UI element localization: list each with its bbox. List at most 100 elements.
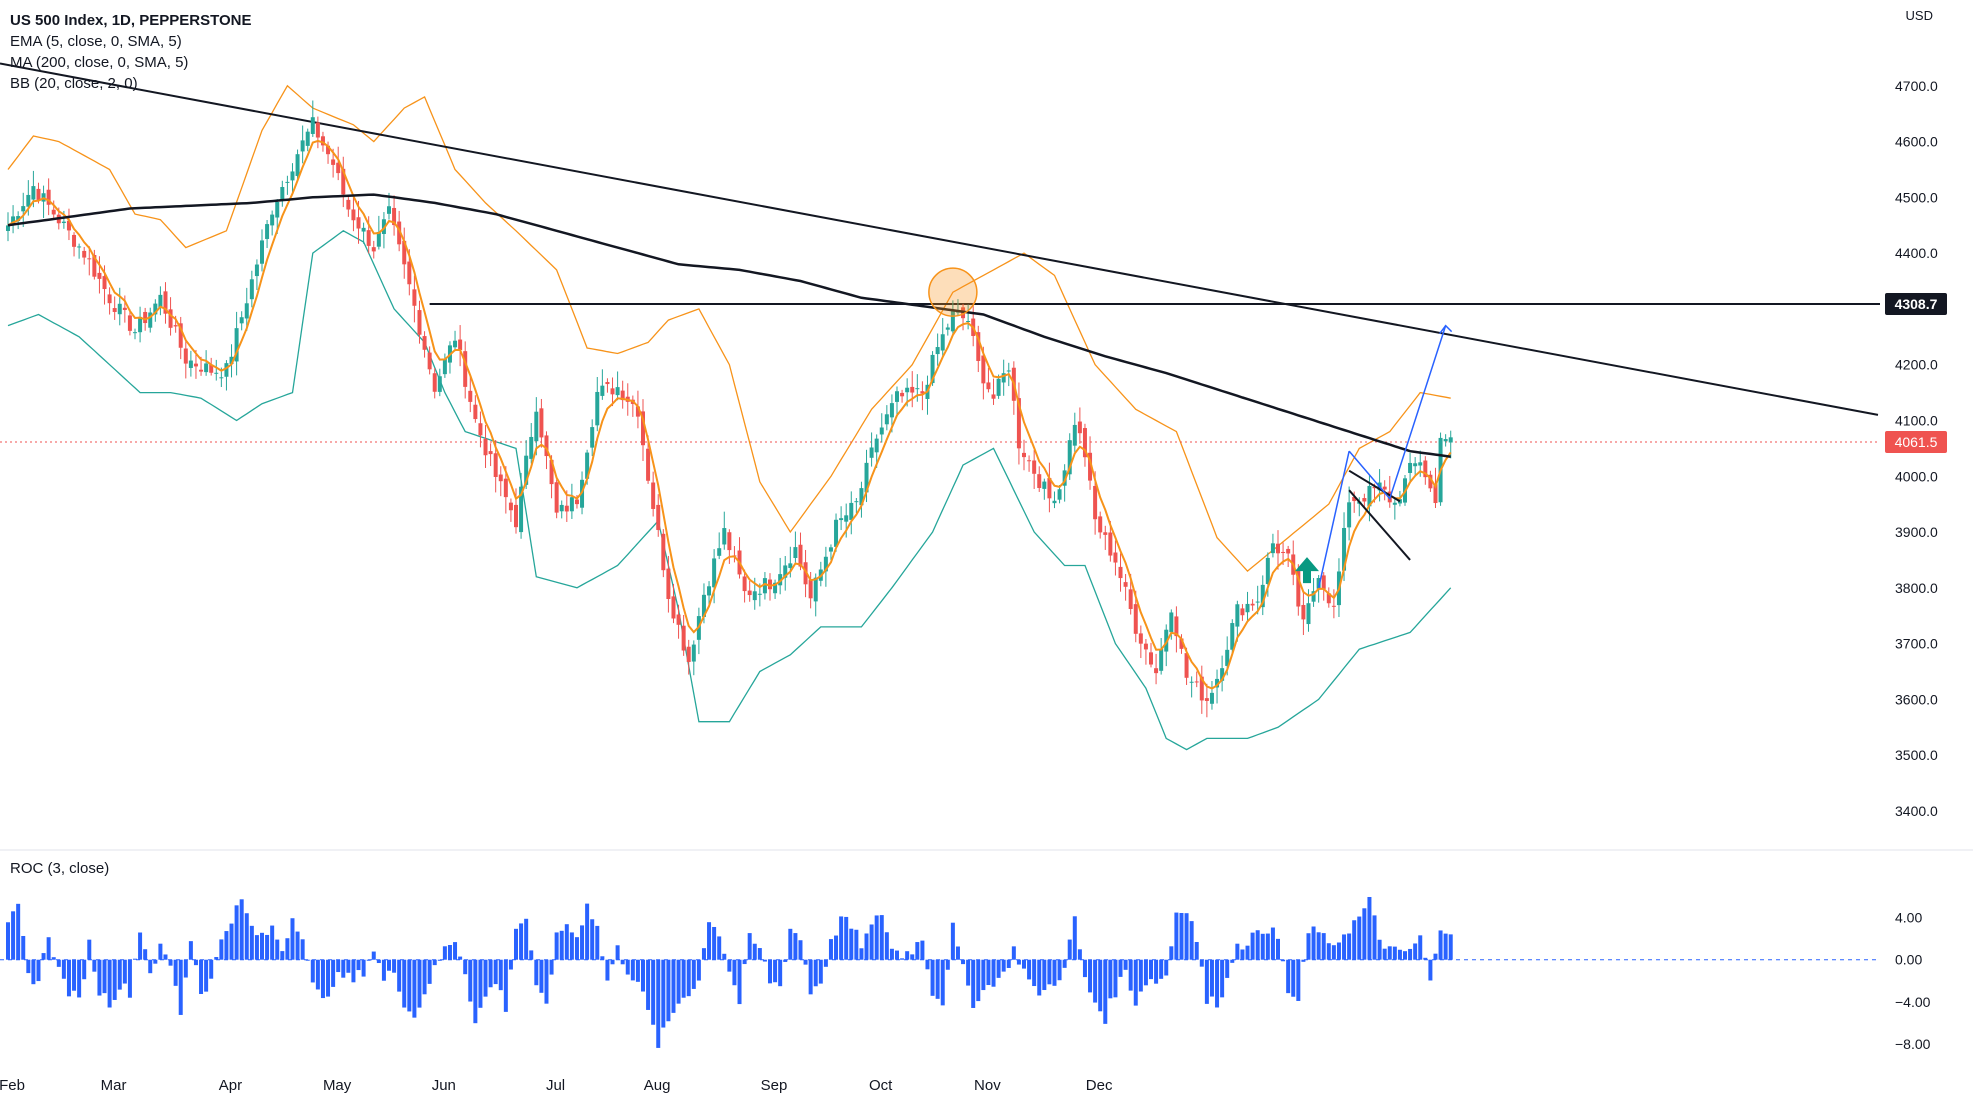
candle-body — [986, 382, 991, 390]
candle — [1362, 493, 1367, 509]
price-tick-label: 4700.0 — [1895, 78, 1938, 94]
candle-body — [468, 390, 473, 402]
candle — [285, 175, 290, 195]
candle-body — [1057, 489, 1062, 500]
candle-body — [686, 646, 691, 662]
roc-bar — [757, 948, 762, 960]
date-tick-label: Feb — [0, 1077, 25, 1094]
roc-bar — [72, 959, 77, 991]
candle — [6, 212, 10, 242]
candle-body — [361, 227, 366, 232]
candle-body — [183, 348, 188, 364]
candle-body — [260, 240, 264, 264]
candle-body — [1098, 516, 1103, 533]
candle-body — [46, 189, 51, 205]
candle-body — [1067, 440, 1072, 475]
candle — [691, 640, 696, 676]
candle — [920, 381, 925, 411]
candle — [1301, 591, 1306, 636]
last-price-tag: 4061.5 — [1885, 430, 1947, 453]
candle — [442, 353, 447, 378]
candle-body — [346, 199, 351, 210]
roc-bar — [1240, 949, 1245, 960]
candle-body — [1037, 474, 1042, 488]
candle — [183, 339, 188, 379]
candle-body — [1225, 649, 1230, 666]
roc-bar — [1357, 916, 1362, 960]
candle-body — [1022, 452, 1026, 458]
roc-bar — [1413, 943, 1418, 960]
candle-body — [422, 336, 427, 350]
candle — [351, 196, 356, 232]
bb-legend[interactable]: BB (20, close, 2, 0) — [10, 75, 138, 92]
candle — [1149, 642, 1153, 668]
candle-body — [895, 391, 899, 402]
candle-body — [966, 321, 971, 323]
candle-body — [1088, 452, 1093, 481]
candle-body — [1301, 604, 1306, 620]
candle — [747, 580, 752, 602]
ema-legend[interactable]: EMA (5, close, 0, SMA, 5) — [10, 33, 182, 50]
candle — [854, 497, 859, 514]
price-tick-label: 3500.0 — [1895, 747, 1938, 763]
candle — [402, 227, 407, 279]
wedge-line-upper — [1348, 469, 1401, 503]
candle-body — [1209, 692, 1214, 704]
candle-body — [1027, 460, 1032, 462]
candle — [51, 200, 56, 220]
candle — [1331, 589, 1336, 619]
price-tick-label: 4100.0 — [1895, 412, 1938, 428]
candle-body — [478, 423, 483, 436]
roc-bar — [930, 959, 935, 996]
roc-bar — [1179, 912, 1184, 960]
roc-bar — [412, 959, 417, 1018]
candle-body — [158, 294, 163, 309]
roc-legend[interactable]: ROC (3, close) — [10, 860, 110, 877]
roc-bar — [1133, 959, 1138, 1006]
candle — [828, 544, 833, 561]
roc-bar — [87, 939, 92, 960]
roc-bar — [1321, 933, 1326, 960]
candle-body — [671, 596, 676, 619]
candle — [768, 573, 772, 601]
roc-bar — [610, 959, 615, 965]
roc-bar — [295, 931, 300, 960]
candle-body — [798, 544, 803, 567]
candle-body — [305, 131, 310, 146]
candle-body — [209, 364, 214, 373]
candle-body — [574, 499, 579, 505]
candle — [1209, 681, 1214, 710]
roc-bar — [503, 959, 508, 1012]
candle-body — [1184, 653, 1189, 678]
candle — [117, 287, 122, 326]
roc-bar — [1291, 959, 1296, 997]
roc-bar — [971, 959, 976, 1008]
candle-body — [427, 352, 432, 370]
roc-bar — [1418, 935, 1423, 960]
roc-bar — [529, 950, 534, 960]
candle-body — [701, 594, 706, 617]
roc-bar — [1174, 912, 1179, 960]
candle — [1215, 669, 1220, 704]
roc-bar — [808, 959, 813, 995]
roc-bar — [473, 959, 478, 1024]
candle-body — [717, 548, 722, 556]
roc-bar — [595, 925, 600, 960]
roc-bar — [712, 926, 717, 960]
candle — [249, 270, 254, 308]
candle-body — [859, 488, 864, 506]
candle — [1067, 433, 1072, 480]
ma-legend[interactable]: MA (200, close, 0, SMA, 5) — [10, 54, 189, 71]
candle — [1123, 573, 1128, 601]
candle — [458, 325, 463, 367]
roc-bar — [214, 957, 219, 960]
roc-bar — [635, 959, 640, 982]
roc-bar — [1276, 938, 1280, 960]
date-tick-label: Nov — [974, 1077, 1001, 1094]
roc-bar — [641, 959, 645, 992]
roc-bar — [260, 932, 264, 960]
candle — [732, 546, 737, 563]
roc-bar — [163, 954, 168, 960]
candle-body — [849, 502, 854, 520]
